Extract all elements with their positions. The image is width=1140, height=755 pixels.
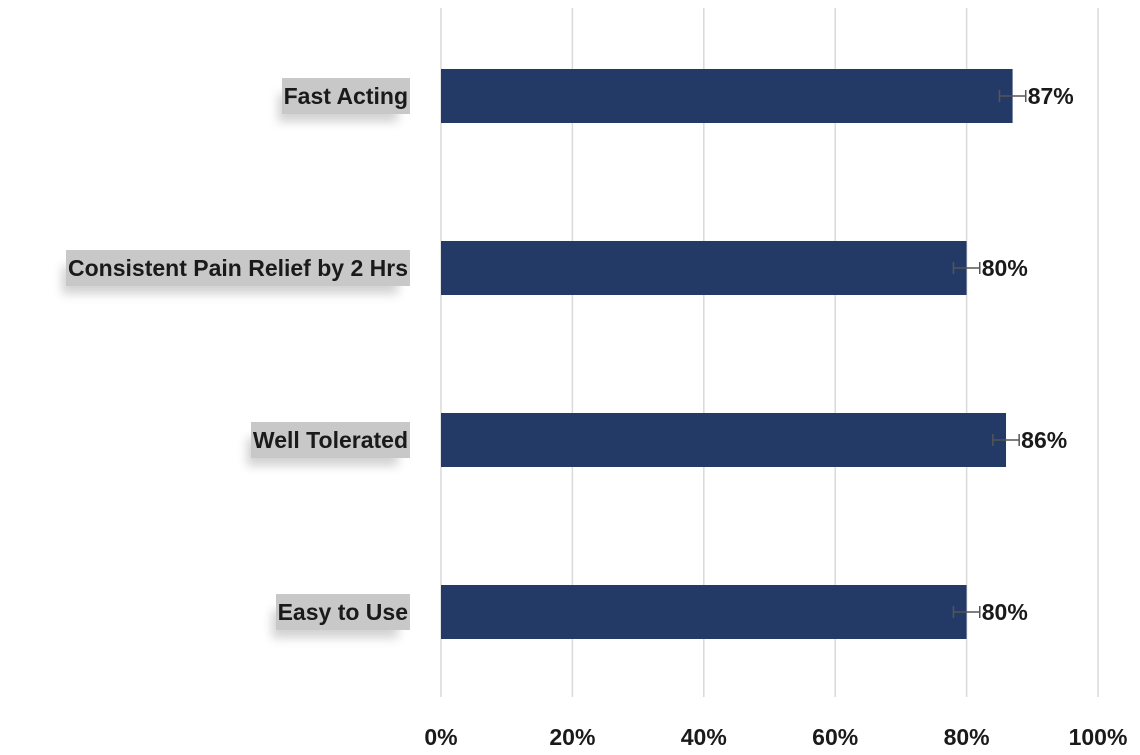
value-label: 80% [981, 599, 1028, 625]
error-bar [952, 262, 981, 274]
x-tick-label: 100% [1068, 724, 1128, 750]
category-label: Easy to Use [275, 594, 410, 630]
x-tick-label: 60% [812, 724, 859, 750]
bars [441, 69, 1013, 639]
error-bar [992, 434, 1020, 446]
value-label: 86% [1021, 427, 1068, 453]
category-label: Well Tolerated [250, 422, 410, 458]
x-tick-label: 80% [943, 724, 990, 750]
bar [441, 585, 967, 639]
error-bar [998, 90, 1027, 102]
x-tick-label: 0% [424, 724, 458, 750]
value-label: 87% [1027, 83, 1074, 109]
bar [441, 413, 1007, 467]
error-bars [952, 90, 1027, 618]
value-label: 80% [981, 255, 1028, 281]
category-label: Fast Acting [281, 78, 410, 114]
x-tick-label: 40% [680, 724, 727, 750]
x-tick-label: 20% [549, 724, 596, 750]
error-bar [952, 606, 981, 618]
bar [441, 241, 967, 295]
category-label: Consistent Pain Relief by 2 Hrs [66, 250, 410, 286]
bar [441, 69, 1013, 123]
